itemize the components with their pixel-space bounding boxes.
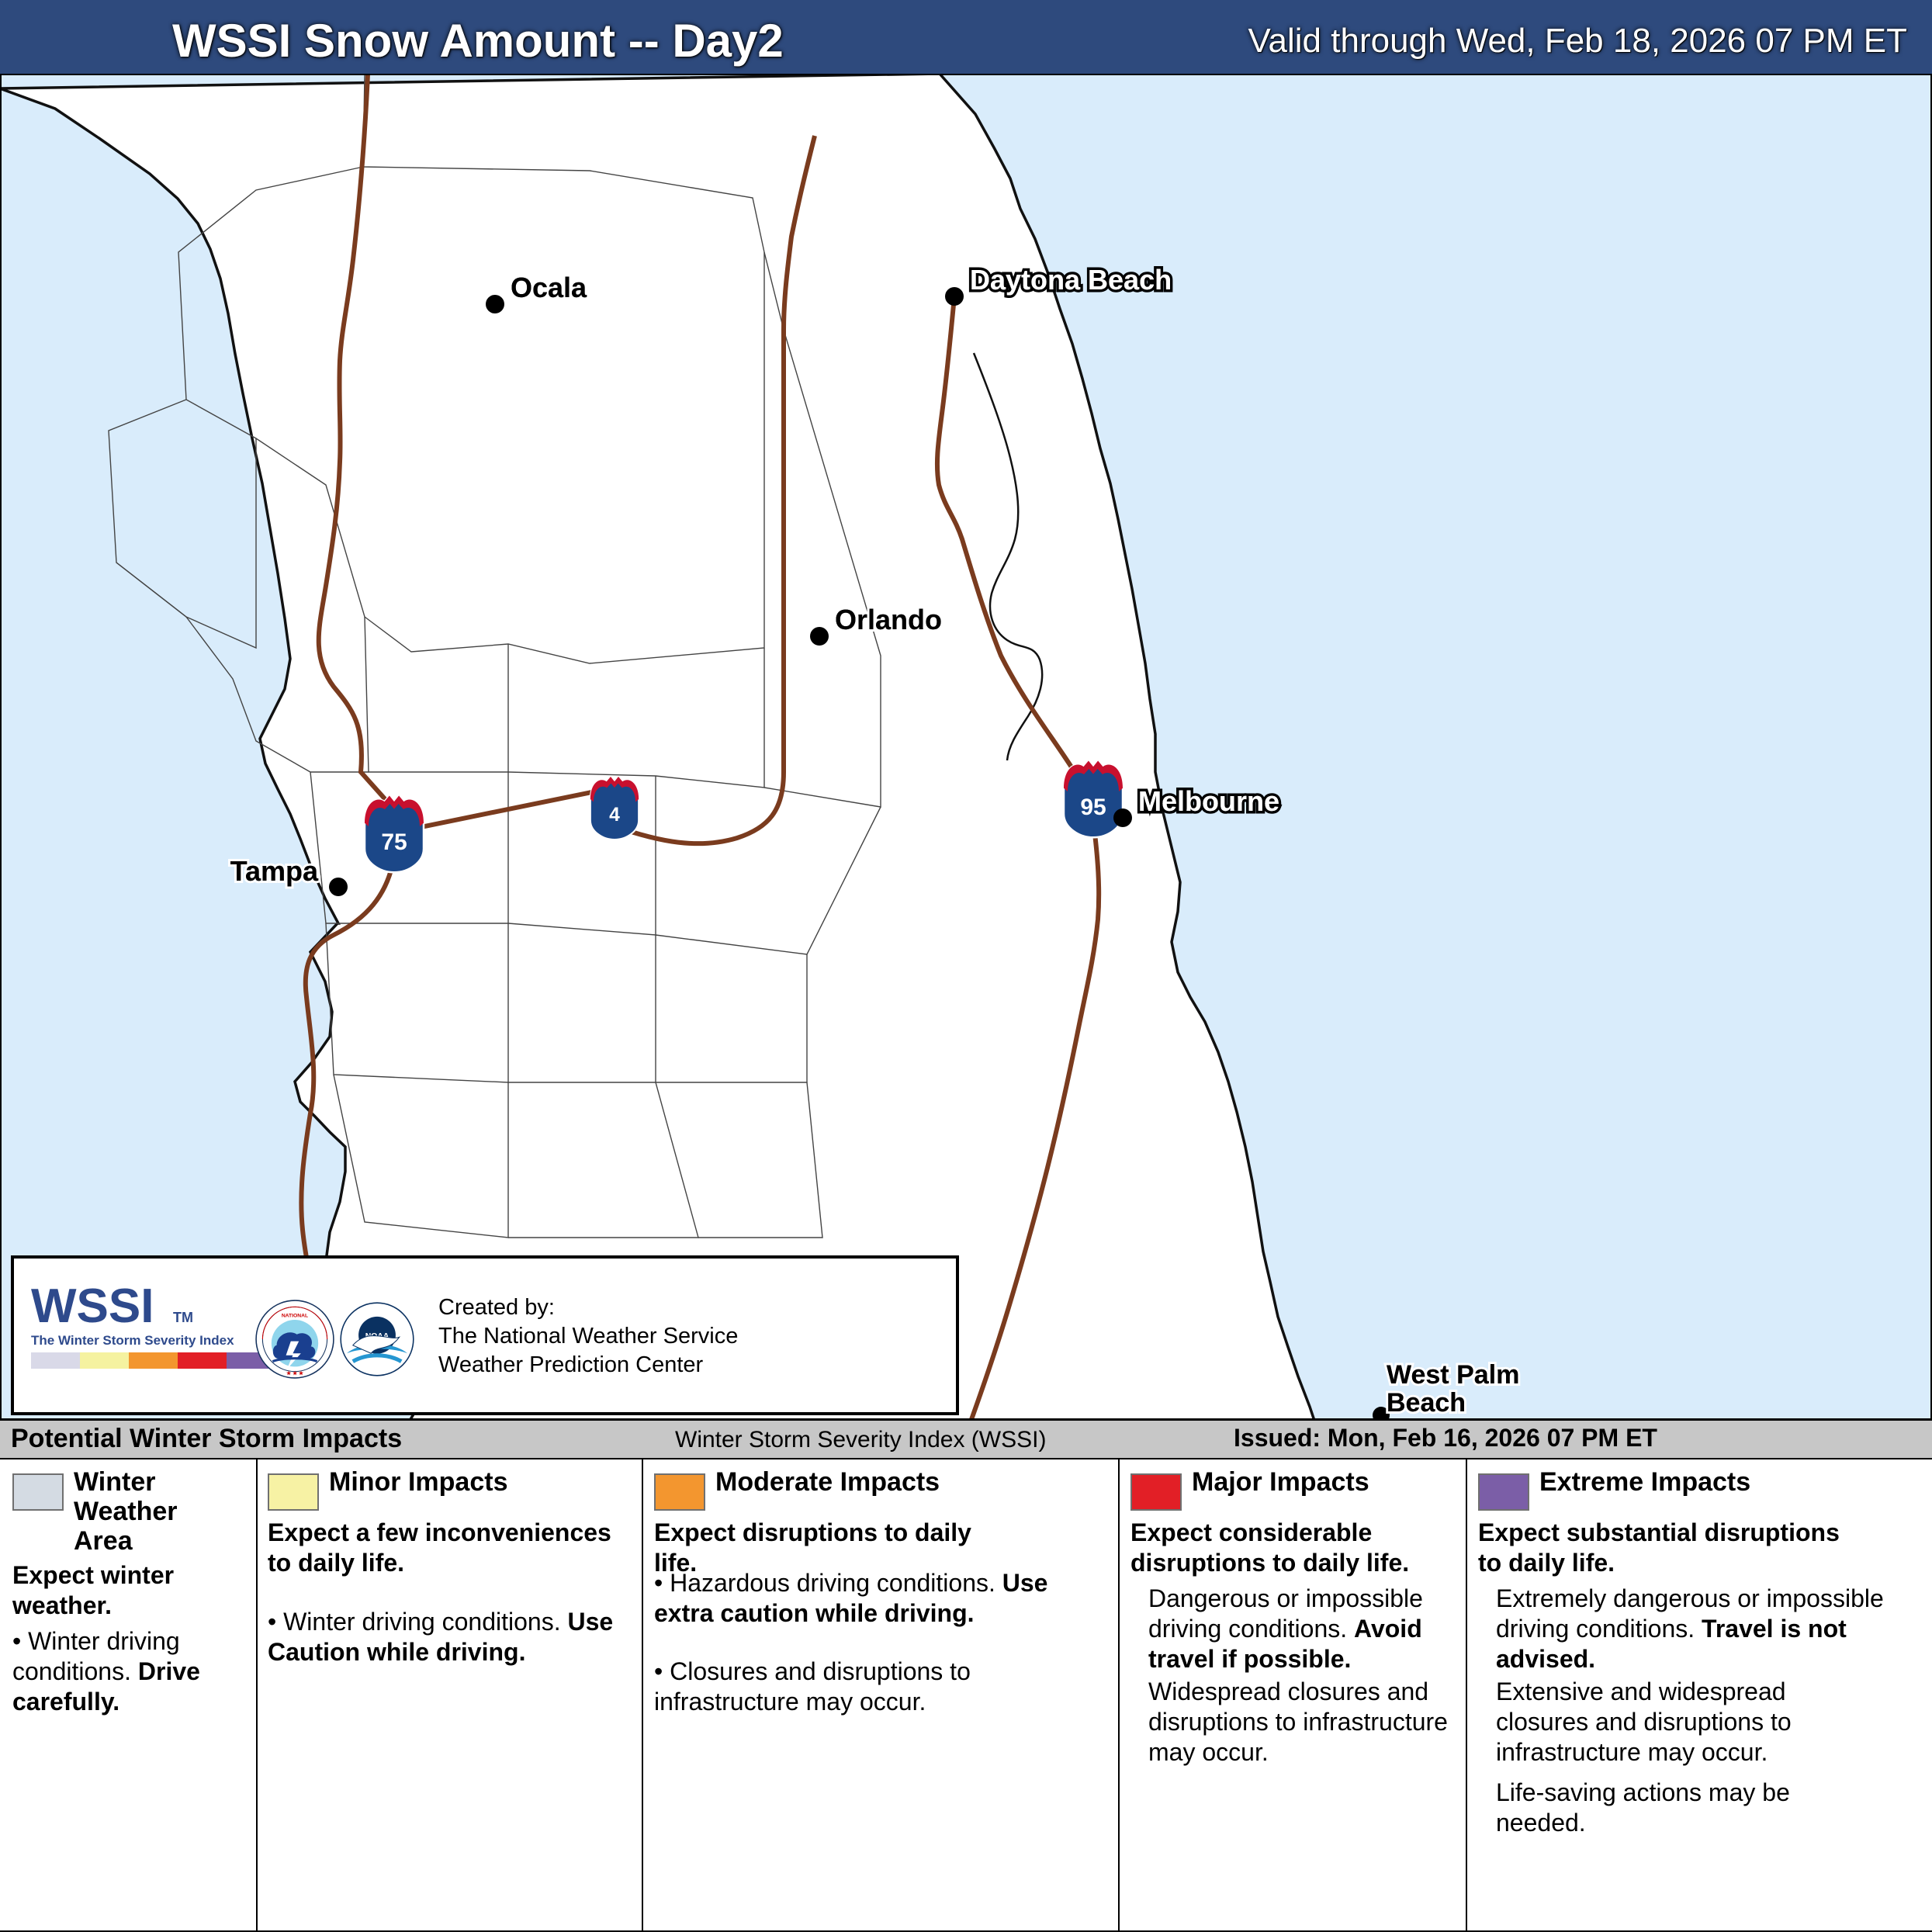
svg-text:Melbourne: Melbourne: [1138, 785, 1279, 817]
svg-text:Beach: Beach: [1387, 1388, 1466, 1418]
svg-text:Weather Prediction Center: Weather Prediction Center: [438, 1352, 704, 1377]
svg-text:West Palm: West Palm: [1387, 1360, 1519, 1390]
svg-text:Created by:: Created by:: [438, 1295, 555, 1320]
svg-text:Tampa: Tampa: [230, 855, 319, 887]
svg-text:The Winter Storm Severity Inde: The Winter Storm Severity Index: [31, 1333, 234, 1348]
svg-text:★ ★ ★: ★ ★ ★: [286, 1370, 304, 1376]
svg-text:Orlando: Orlando: [835, 604, 942, 635]
svg-text:4: 4: [609, 805, 620, 826]
svg-text:Ocala: Ocala: [511, 272, 587, 303]
svg-text:WSSI: WSSI: [31, 1279, 154, 1333]
svg-text:NATIONAL: NATIONAL: [282, 1313, 308, 1318]
svg-text:TM: TM: [173, 1310, 193, 1325]
svg-text:Daytona Beach: Daytona Beach: [970, 264, 1172, 296]
svg-text:95: 95: [1080, 795, 1106, 820]
svg-text:75: 75: [381, 829, 407, 855]
svg-text:The National Weather Service: The National Weather Service: [438, 1324, 738, 1349]
